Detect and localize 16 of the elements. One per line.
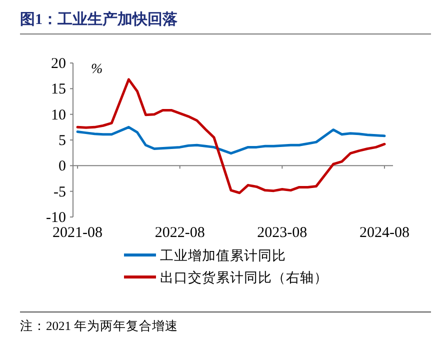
y-tick-label: 0 (58, 158, 66, 175)
x-tick-label: 2024-08 (359, 225, 410, 241)
x-tick-label: 2023-08 (257, 225, 308, 241)
x-tick-label: 2021-08 (52, 225, 103, 241)
y-axis-title: % (91, 62, 103, 77)
text: 注：2021 年为两年复合增速 (20, 319, 178, 333)
legend-label: 工业增加值累计同比 (160, 248, 286, 263)
y-tick-label: 10 (51, 107, 66, 124)
y-tick-label: 20 (51, 56, 66, 72)
x-tick-label: 2022-08 (154, 225, 205, 241)
y-tick-label: 5 (58, 133, 66, 149)
chart-title: 图1：工业生产加快回落 (20, 11, 178, 28)
y-tick-label: -10 (46, 210, 66, 226)
y-tick-label: 15 (51, 82, 66, 98)
legend-label: 出口交货累计同比（右轴） (160, 270, 328, 285)
y-tick-label: -5 (54, 184, 66, 200)
